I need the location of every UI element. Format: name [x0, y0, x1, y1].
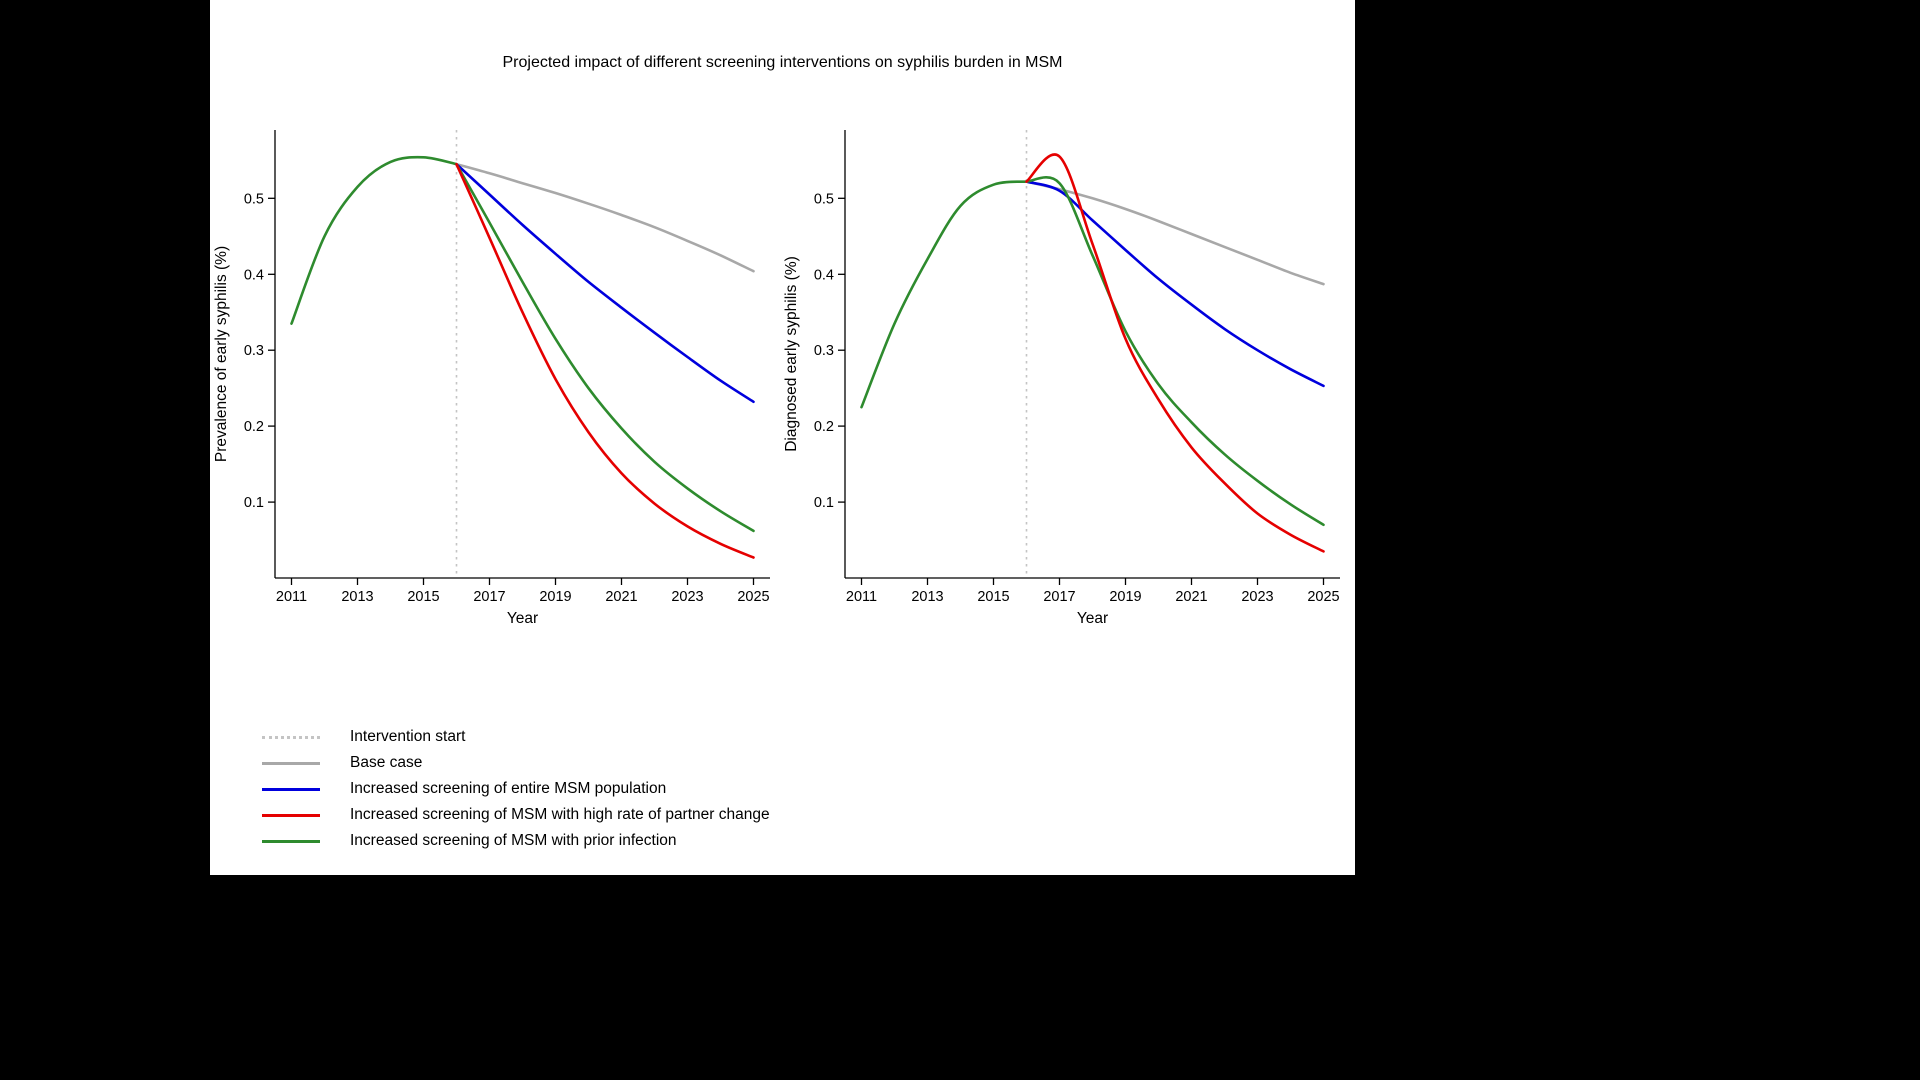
x-tick-label: 2015	[407, 589, 439, 605]
x-tick-label: 2021	[605, 589, 637, 605]
x-tick-label: 2013	[341, 589, 373, 605]
x-tick-label: 2011	[846, 589, 877, 605]
x-tick-label: 2019	[1109, 589, 1141, 605]
diagnosed-chart-svg: 2011 2013 2015 2017 2019 2021 2023 2025 0.1 0.2 0.…	[783, 130, 1340, 627]
prevalence-chart-svg: 2011 2013 2015 2017 2019 2021 2023 2025 0.1 0.2 0.…	[213, 130, 770, 627]
y-tick-label: 0.4	[814, 267, 834, 283]
y-tick-label: 0.4	[244, 267, 264, 283]
x-axis-label: Year	[1077, 610, 1108, 627]
legend-item-intervention-start: Intervention start	[262, 724, 770, 750]
y-tick-label: 0.5	[814, 191, 834, 207]
x-axis-label: Year	[507, 610, 538, 627]
series-base-case	[1025, 180, 1325, 286]
dotted-line-swatch	[262, 735, 320, 739]
y-axis-label: Prevalence of early syphilis (%)	[213, 246, 230, 462]
series-increased-screening-of-msm-with-high-rate-of-partner-change	[1025, 153, 1325, 553]
y-tick-label: 0.3	[244, 343, 264, 359]
series-increased-screening-of-msm-with-high-rate-of-partner-change	[455, 162, 755, 559]
line-swatch	[262, 813, 320, 817]
prevalence-chart: 2011 2013 2015 2017 2019 2021 2023 2025 0.1 0.2 0.…	[210, 100, 785, 643]
x-tick-label: 2017	[1043, 589, 1075, 605]
legend-item-increased-screening-of-msm-with-high-rate-of-partner-change: Increased screening of MSM with high rat…	[262, 802, 770, 828]
legend-item-increased-screening-of-msm-with-prior-infection: Increased screening of MSM with prior in…	[262, 828, 770, 854]
x-tick-label: 2025	[1307, 589, 1339, 605]
line-swatch	[262, 761, 320, 765]
figure-canvas: Projected impact of different screening …	[210, 0, 1355, 875]
x-tick-label: 2013	[911, 589, 943, 605]
legend-item-label: Increased screening of MSM with high rat…	[350, 806, 770, 823]
legend-item-label: Intervention start	[350, 728, 466, 745]
line-swatch	[262, 787, 320, 791]
y-tick-label: 0.5	[244, 191, 264, 207]
y-tick-label: 0.1	[244, 495, 264, 511]
series-increased-screening-of-entire-msm-population	[455, 162, 755, 404]
x-tick-label: 2025	[737, 589, 769, 605]
legend-item-label: Increased screening of entire MSM popula…	[350, 780, 667, 797]
x-tick-label: 2021	[1175, 589, 1207, 605]
series-historical-pre-intervention	[290, 155, 458, 325]
x-tick-label: 2023	[671, 589, 703, 605]
line-swatch	[262, 839, 320, 843]
legend-item-label: Increased screening of MSM with prior in…	[350, 832, 677, 849]
legend: Intervention start Base case Increased scr…	[262, 724, 770, 854]
y-tick-label: 0.2	[814, 419, 834, 435]
x-tick-label: 2019	[539, 589, 571, 605]
series-increased-screening-of-msm-with-prior-infection	[1025, 176, 1325, 527]
y-axis-label: Diagnosed early syphilis (%)	[783, 256, 800, 452]
series-base-case	[455, 162, 755, 273]
diagnosed-chart: 2011 2013 2015 2017 2019 2021 2023 2025 0.1 0.2 0.…	[780, 100, 1355, 643]
charts-row: 2011 2013 2015 2017 2019 2021 2023 2025 0.1 0.2 0.…	[210, 0, 1355, 875]
x-tick-label: 2011	[276, 589, 307, 605]
x-tick-label: 2023	[1241, 589, 1273, 605]
legend-item-label: Base case	[350, 754, 423, 771]
y-tick-label: 0.3	[814, 343, 834, 359]
x-tick-label: 2017	[473, 589, 505, 605]
figure-title: Projected impact of different screening …	[502, 54, 1063, 71]
y-tick-label: 0.1	[814, 495, 834, 511]
x-tick-label: 2015	[977, 589, 1009, 605]
series-historical-pre-intervention	[860, 180, 1028, 409]
series-increased-screening-of-entire-msm-population	[1025, 180, 1325, 388]
legend-item-increased-screening-of-entire-msm-population: Increased screening of entire MSM popula…	[262, 776, 770, 802]
series-increased-screening-of-msm-with-prior-infection	[455, 162, 755, 533]
y-tick-label: 0.2	[244, 419, 264, 435]
legend-item-base-case: Base case	[262, 750, 770, 776]
